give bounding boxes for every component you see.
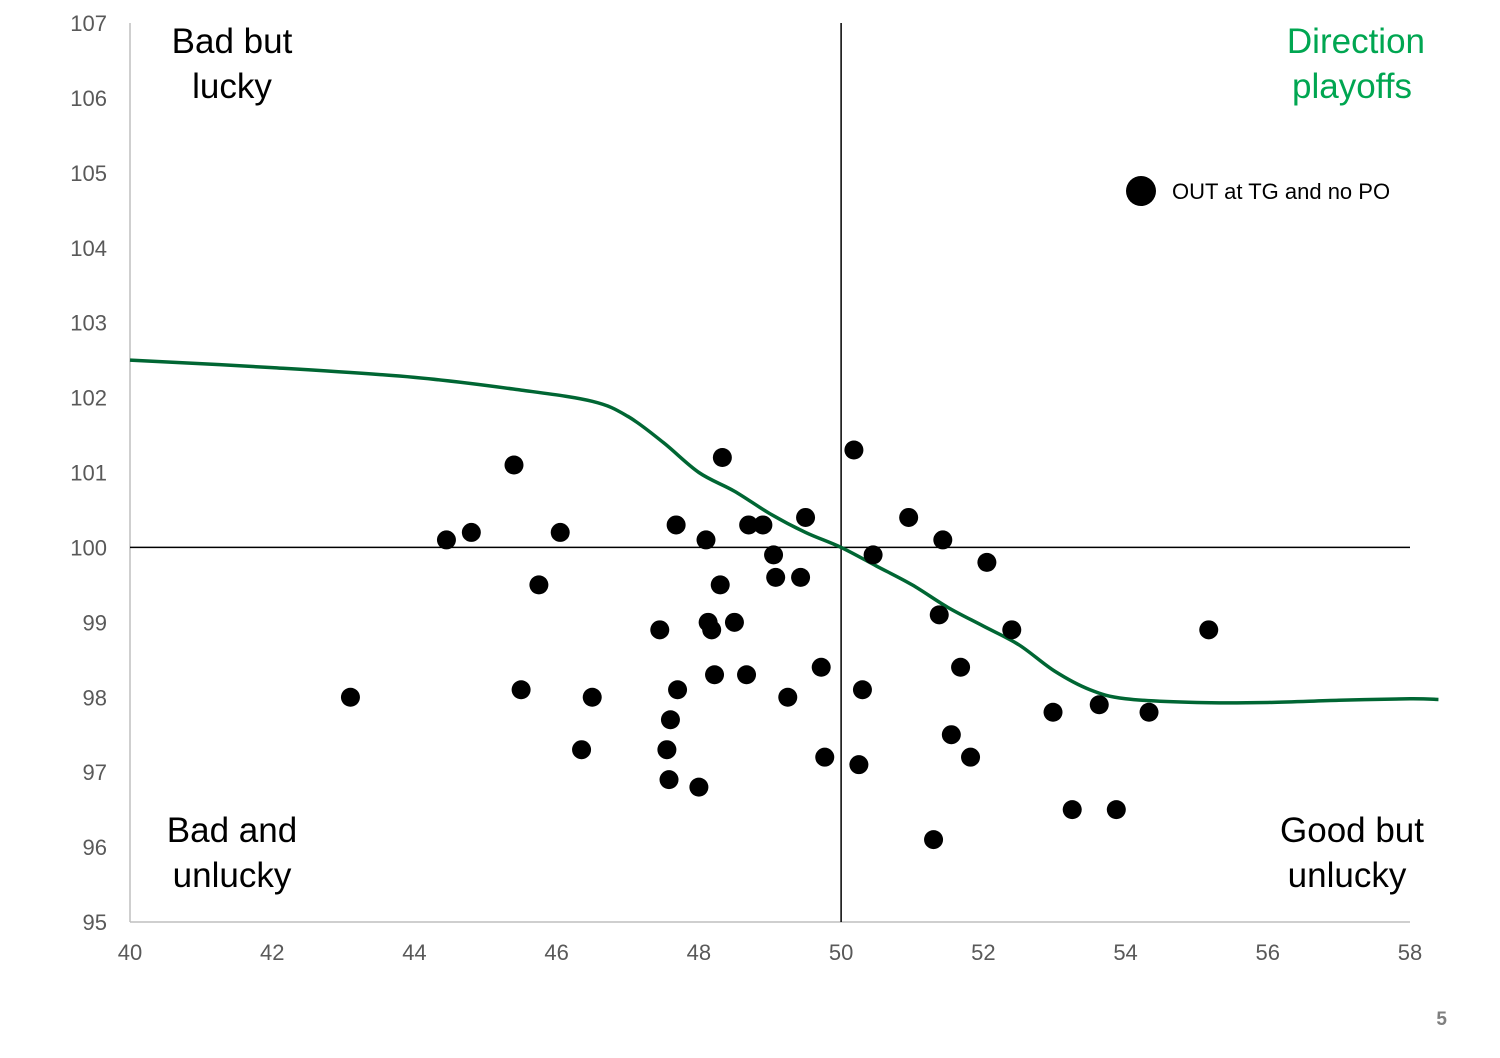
trend-curve-layer [129,358,1439,705]
data-point [666,515,686,535]
x-tick-label: 40 [118,940,142,965]
x-tick-label: 58 [1398,940,1422,965]
y-tick-label: 100 [70,535,107,560]
legend: OUT at TG and no PO [1126,176,1390,206]
data-point [650,620,670,640]
data-point [764,545,784,565]
x-tick-label: 46 [544,940,568,965]
y-tick-label: 97 [83,760,107,785]
data-point [815,747,835,767]
legend-label: OUT at TG and no PO [1172,179,1390,204]
data-point [778,687,798,707]
data-point [811,657,831,677]
x-tick-label: 48 [687,940,711,965]
data-point [436,530,456,550]
data-point [710,575,730,595]
y-tick-label: 106 [70,86,107,111]
data-point [739,515,759,535]
data-point [863,545,883,565]
y-tick-label: 96 [83,835,107,860]
data-point [696,530,716,550]
data-point [753,515,773,535]
data-point [1089,695,1109,715]
data-point [550,522,570,542]
y-tick-label: 107 [70,11,107,36]
data-point [796,507,816,527]
data-point [660,710,680,730]
data-point [977,552,997,572]
data-point [737,665,757,685]
data-point [461,522,481,542]
y-tick-label: 103 [70,311,107,336]
y-tick-label: 105 [70,161,107,186]
data-point [705,665,725,685]
data-point [951,657,971,677]
data-point [929,605,949,625]
trend-curve [129,358,1439,705]
page-number: 5 [1436,1009,1447,1030]
data-point [724,612,744,632]
data-point [1002,620,1022,640]
x-tick-label: 50 [829,940,853,965]
data-point [844,440,864,460]
data-point [572,740,592,760]
data-point [582,687,602,707]
quadrant-label-bottom-right-line-1: Good but [1280,811,1424,850]
data-point [899,507,919,527]
data-point [689,777,709,797]
quadrant-label-top-right-line-2: playoffs [1292,67,1412,106]
data-point [849,755,869,775]
x-tick-label: 54 [1113,940,1137,965]
data-point [1062,800,1082,820]
axes: 95 96 97 98 99 100 101 102 103 104 105 106 107 40 42 44… [70,11,1422,965]
data-point [657,740,677,760]
legend-marker [1126,176,1156,206]
data-point [1139,702,1159,722]
quadrant-label-top-left-line-2: lucky [192,67,272,106]
data-point [1106,800,1126,820]
data-point [766,567,786,587]
y-tick-label: 101 [70,461,107,486]
reference-lines [130,23,1410,922]
data-point [961,747,981,767]
data-point [712,448,732,468]
y-tick-label: 98 [83,685,107,710]
data-point [702,620,722,640]
data-point [340,687,360,707]
quadrant-label-top-left-line-1: Bad but [172,22,293,61]
data-point [791,567,811,587]
data-point [933,530,953,550]
x-tick-label: 44 [402,940,426,965]
data-point [852,680,872,700]
data-point [1043,702,1063,722]
x-tick-label: 52 [971,940,995,965]
data-point [529,575,549,595]
x-tick-label: 56 [1256,940,1280,965]
data-point [511,680,531,700]
data-point [504,455,524,475]
x-tick-label: 42 [260,940,284,965]
data-point [668,680,688,700]
data-points-layer [340,440,1219,850]
data-point [659,770,679,790]
data-point [941,725,961,745]
y-tick-label: 99 [83,610,107,635]
quadrant-label-bottom-left-line-2: unlucky [173,856,292,895]
quadrant-label-bottom-left-line-1: Bad and [167,811,297,850]
data-point [1199,620,1219,640]
quadrant-label-top-right-line-1: Direction [1287,22,1425,61]
quadrant-label-bottom-right-line-2: unlucky [1288,856,1407,895]
y-tick-label: 95 [83,910,107,935]
data-point [924,830,944,850]
y-tick-label: 104 [70,236,107,261]
y-tick-label: 102 [70,386,107,411]
